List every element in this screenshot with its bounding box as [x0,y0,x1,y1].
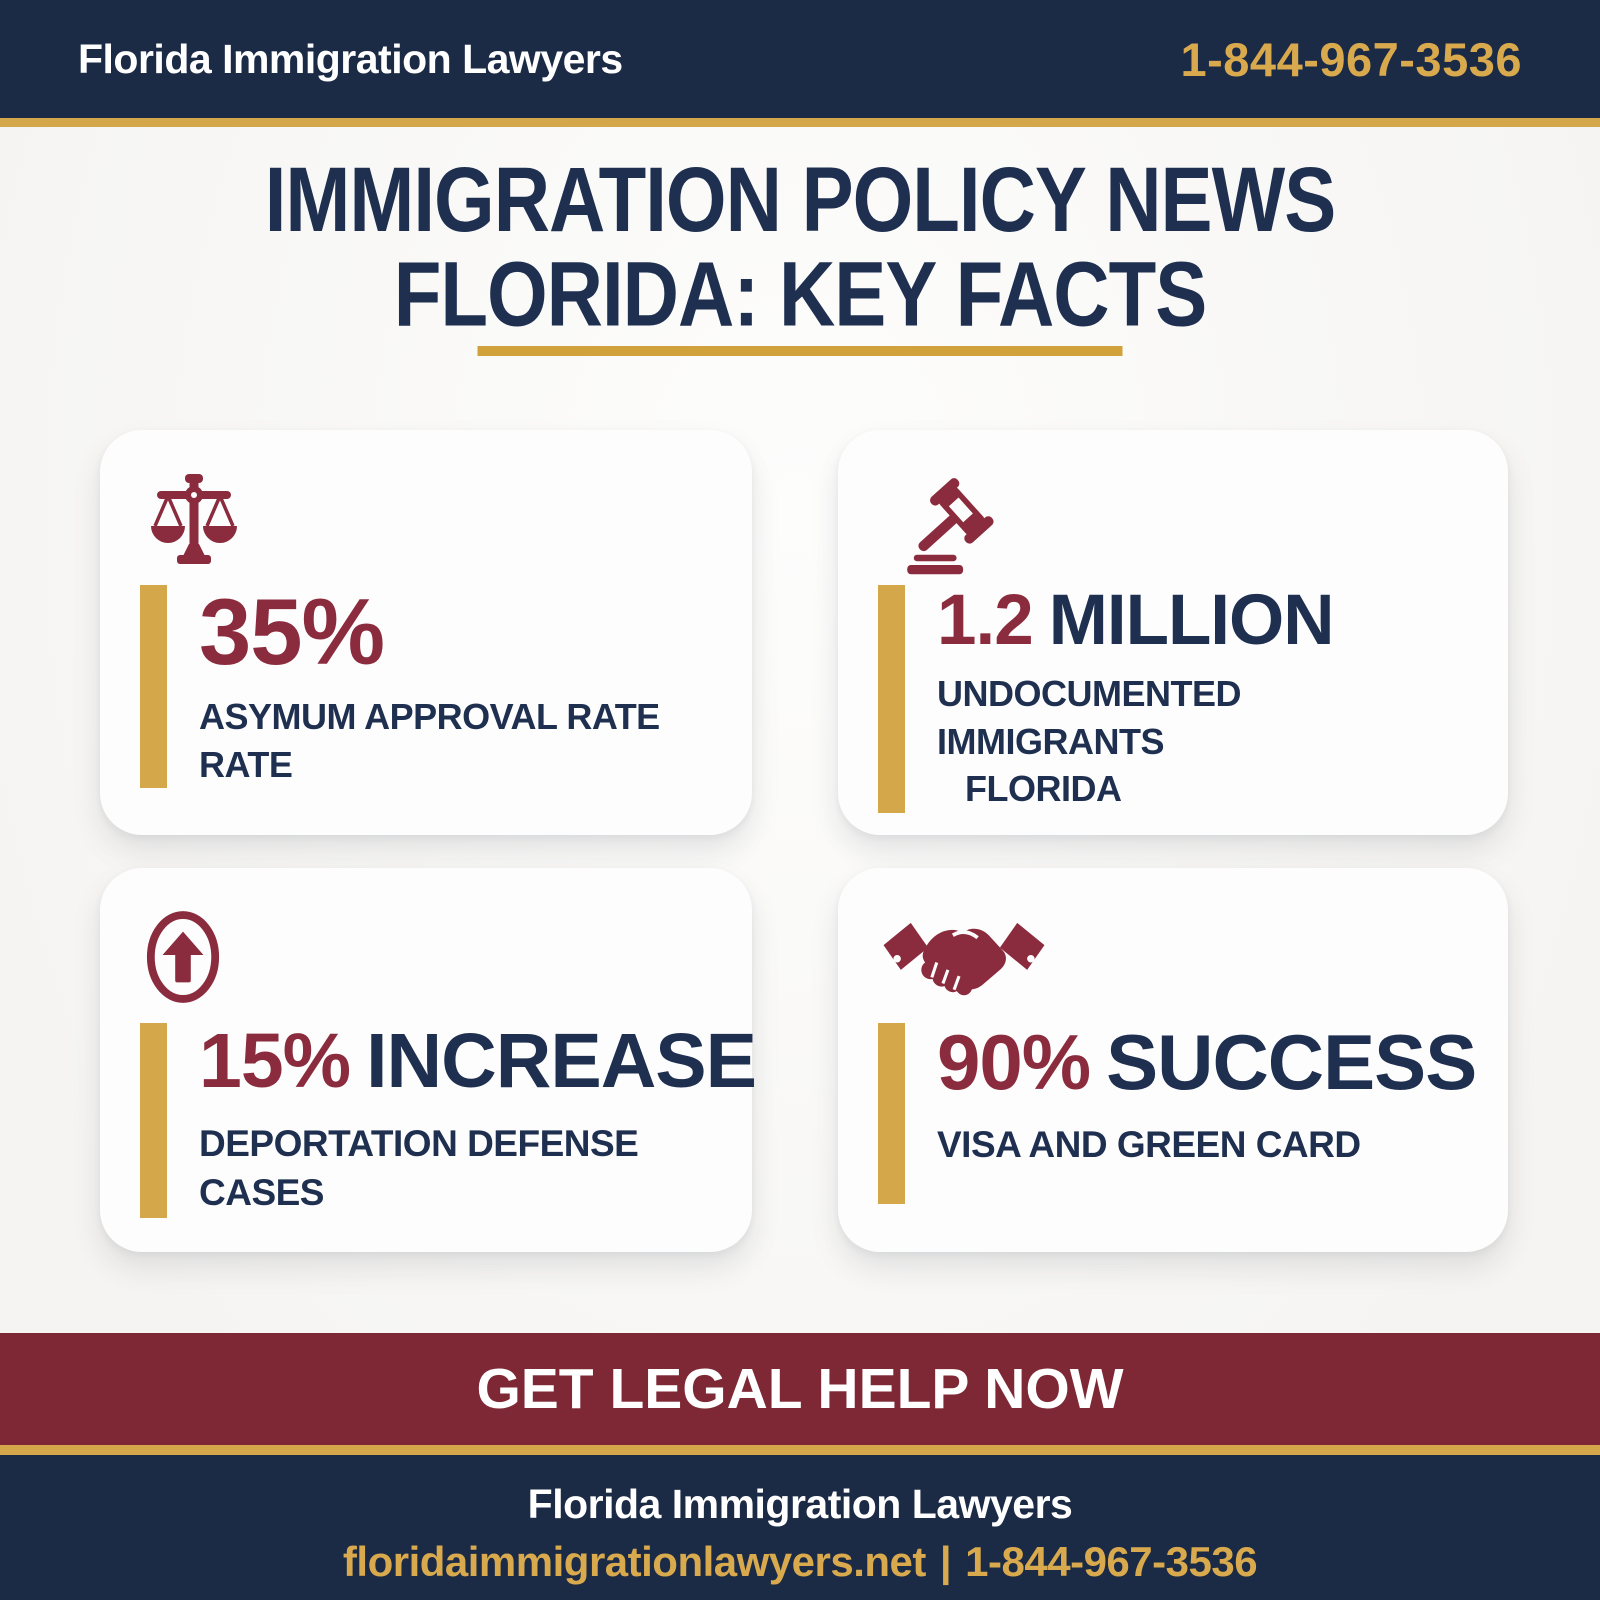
card-content: 1.2 MILLION UNDOCUMENTED IMMIGRANTS FLORI… [878,585,1472,813]
scales-of-justice-icon [144,470,244,570]
card-asylum-approval-rate: 35% ASYMUM APPROVAL RATE RATE [100,430,752,835]
gavel-icon [882,470,1020,578]
stat-line: 15% INCREASE [199,1023,757,1100]
stat-value: 35% [199,579,385,684]
footer-separator: | [939,1538,952,1585]
footer-bar: Florida Immigration Lawyers floridaimmig… [0,1455,1600,1600]
stat-subtitle-line: FLORIDA [965,768,1122,810]
stat-suffix: SUCCESS [1106,1018,1477,1106]
gold-accent-bar [878,585,905,813]
stat-suffix: MILLION [1048,581,1335,660]
stat-subtitle-line: ASYMUM APPROVAL RATE [199,696,660,737]
card-deportation-defense-increase: 15% INCREASE DEPORTATION DEFENSE CASES [100,868,757,1252]
footer-contact: floridaimmigrationlawyers.net | 1-844-967-… [0,1538,1600,1586]
footer-brand: Florida Immigration Lawyers [527,1481,1073,1527]
page-title-line2: FLORIDA: KEY FACTS [393,242,1208,346]
gold-accent-bar [140,585,167,789]
footer-website[interactable]: floridaimmigrationlawyers.net [342,1538,926,1585]
stat-value: 90% [937,1018,1091,1106]
stat-subtitle: UNDOCUMENTED IMMIGRANTS FLORIDA [937,670,1472,813]
card-visa-green-card-success: 90% SUCCESS VISA AND GREEN CARD [838,868,1508,1252]
stat-subtitle-line: UNDOCUMENTED IMMIGRANTS [937,673,1242,762]
stat-cards-grid: 35% ASYMUM APPROVAL RATE RATE [100,430,1508,1252]
cta-bar[interactable]: GET LEGAL HELP NOW [0,1333,1600,1445]
stat-suffix: INCREASE [366,1018,757,1104]
header-bar: Florida Immigration Lawyers 1-844-967-35… [0,0,1600,127]
footer-phone[interactable]: 1-844-967-3536 [965,1538,1258,1585]
stat-line: 35% [199,585,660,679]
stat-subtitle: VISA AND GREEN CARD [937,1121,1476,1170]
stat-subtitle-line: VISA AND GREEN CARD [937,1124,1361,1165]
arrow-up-circle-icon [144,908,222,1006]
card-undocumented-immigrants: 1.2 MILLION UNDOCUMENTED IMMIGRANTS FLORI… [838,430,1508,835]
stat-subtitle: ASYMUM APPROVAL RATE RATE [199,693,660,788]
gold-stripe-divider [0,1445,1600,1455]
header-brand: Florida Immigration Lawyers [78,35,623,82]
stat-subtitle-line: DEPORTATION DEFENSE CASES [199,1123,639,1213]
page-title: IMMIGRATION POLICY NEWS FLORIDA: KEY FAC… [0,152,1600,342]
stat-line: 90% SUCCESS [937,1023,1477,1101]
stat-value: 15% [199,1018,351,1104]
title-block: IMMIGRATION POLICY NEWS FLORIDA: KEY FAC… [0,152,1600,342]
gold-accent-bar [140,1023,167,1218]
gold-accent-bar [878,1023,905,1204]
handshake-icon [882,908,1046,1012]
title-underline [477,346,1123,356]
stat-subtitle: DEPORTATION DEFENSE CASES [199,1120,756,1218]
card-content: 90% SUCCESS VISA AND GREEN CARD [878,1023,1477,1204]
header-phone[interactable]: 1-844-967-3536 [1180,32,1522,86]
stat-line: 1.2 MILLION [937,585,1472,656]
card-content: 15% INCREASE DEPORTATION DEFENSE CASES [140,1023,757,1218]
page-title-line1: IMMIGRATION POLICY NEWS [264,147,1336,252]
card-content: 35% ASYMUM APPROVAL RATE RATE [140,585,716,789]
cta-label: GET LEGAL HELP NOW [476,1357,1124,1421]
stat-subtitle-line: RATE [199,743,293,785]
stat-value: 1.2 [937,581,1034,660]
